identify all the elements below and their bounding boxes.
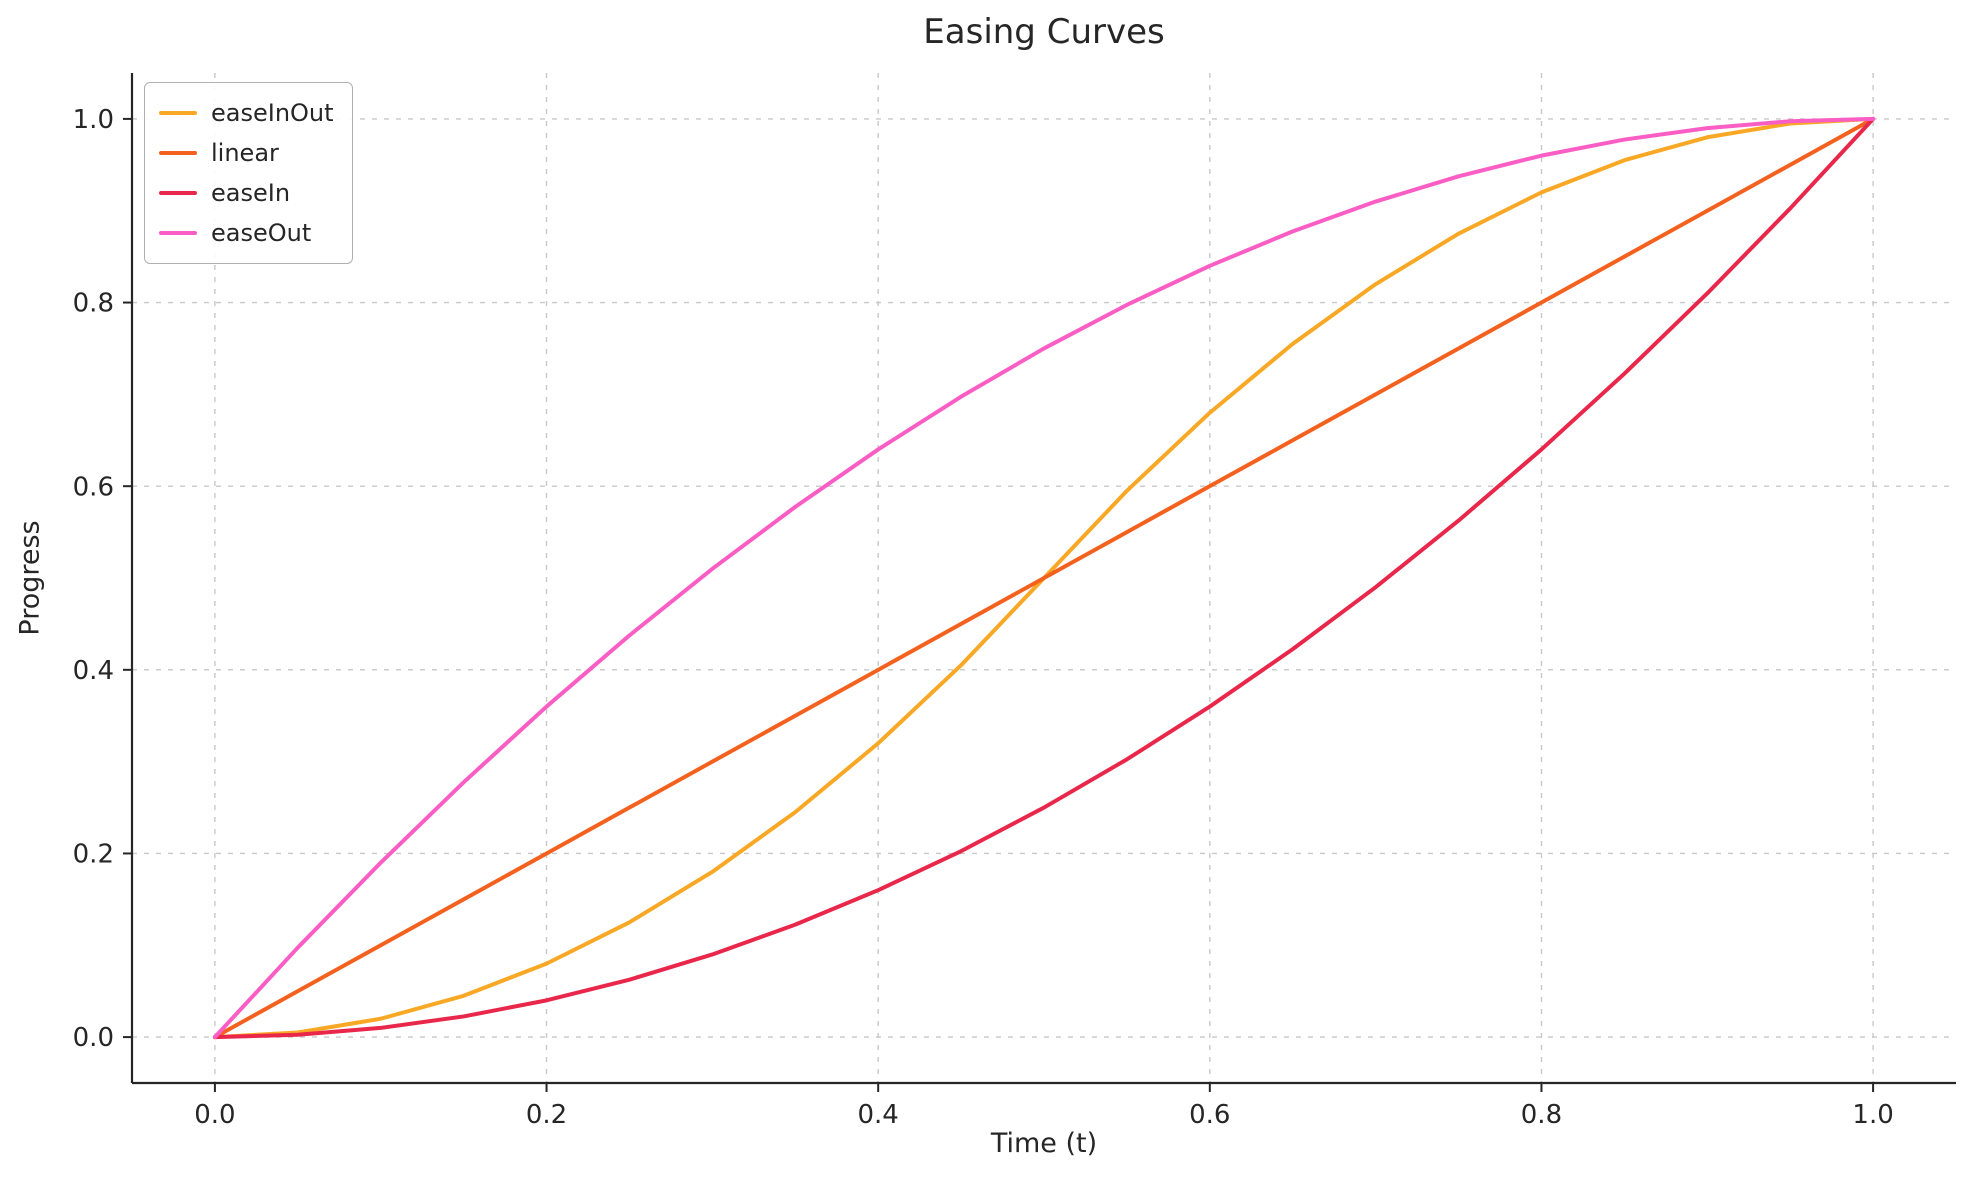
legend-label: easeInOut: [211, 99, 334, 127]
x-axis-label: Time (t): [990, 1128, 1098, 1159]
y-tick-label: 0.0: [73, 1023, 114, 1053]
legend-swatch-easeOut: [159, 231, 197, 235]
chart-title: Easing Curves: [923, 12, 1165, 52]
legend-swatch-easeIn: [159, 191, 197, 195]
legend-label: easeIn: [211, 179, 291, 207]
legend-item-linear: linear: [159, 133, 334, 173]
y-tick-label: 0.2: [73, 840, 114, 870]
legend: easeInOut linear easeIn easeOut: [144, 82, 353, 264]
series-line-easeIn: [212, 116, 1876, 1040]
y-tick-label: 1.0: [73, 105, 114, 135]
legend-item-easeInOut: easeInOut: [159, 93, 334, 133]
x-tick-label: 0.8: [1521, 1100, 1562, 1130]
x-tick-label: 0.0: [194, 1100, 235, 1130]
x-tick-label: 1.0: [1852, 1100, 1893, 1130]
x-tick-label: 0.4: [858, 1100, 899, 1130]
x-tick-label: 0.6: [1189, 1100, 1230, 1130]
legend-label: easeOut: [211, 219, 312, 247]
series-line-easeOut: [212, 116, 1876, 1040]
y-tick-label: 0.8: [73, 289, 114, 319]
legend-item-easeIn: easeIn: [159, 173, 334, 213]
series-line-linear: [212, 116, 1876, 1040]
legend-label: linear: [211, 139, 279, 167]
y-axis-label: Progress: [14, 520, 46, 636]
y-tick-label: 0.6: [73, 472, 114, 502]
x-tick-label: 0.2: [526, 1100, 567, 1130]
legend-swatch-linear: [159, 151, 197, 155]
legend-item-easeOut: easeOut: [159, 213, 334, 253]
legend-swatch-easeInOut: [159, 111, 197, 115]
y-tick-label: 0.4: [73, 656, 114, 686]
